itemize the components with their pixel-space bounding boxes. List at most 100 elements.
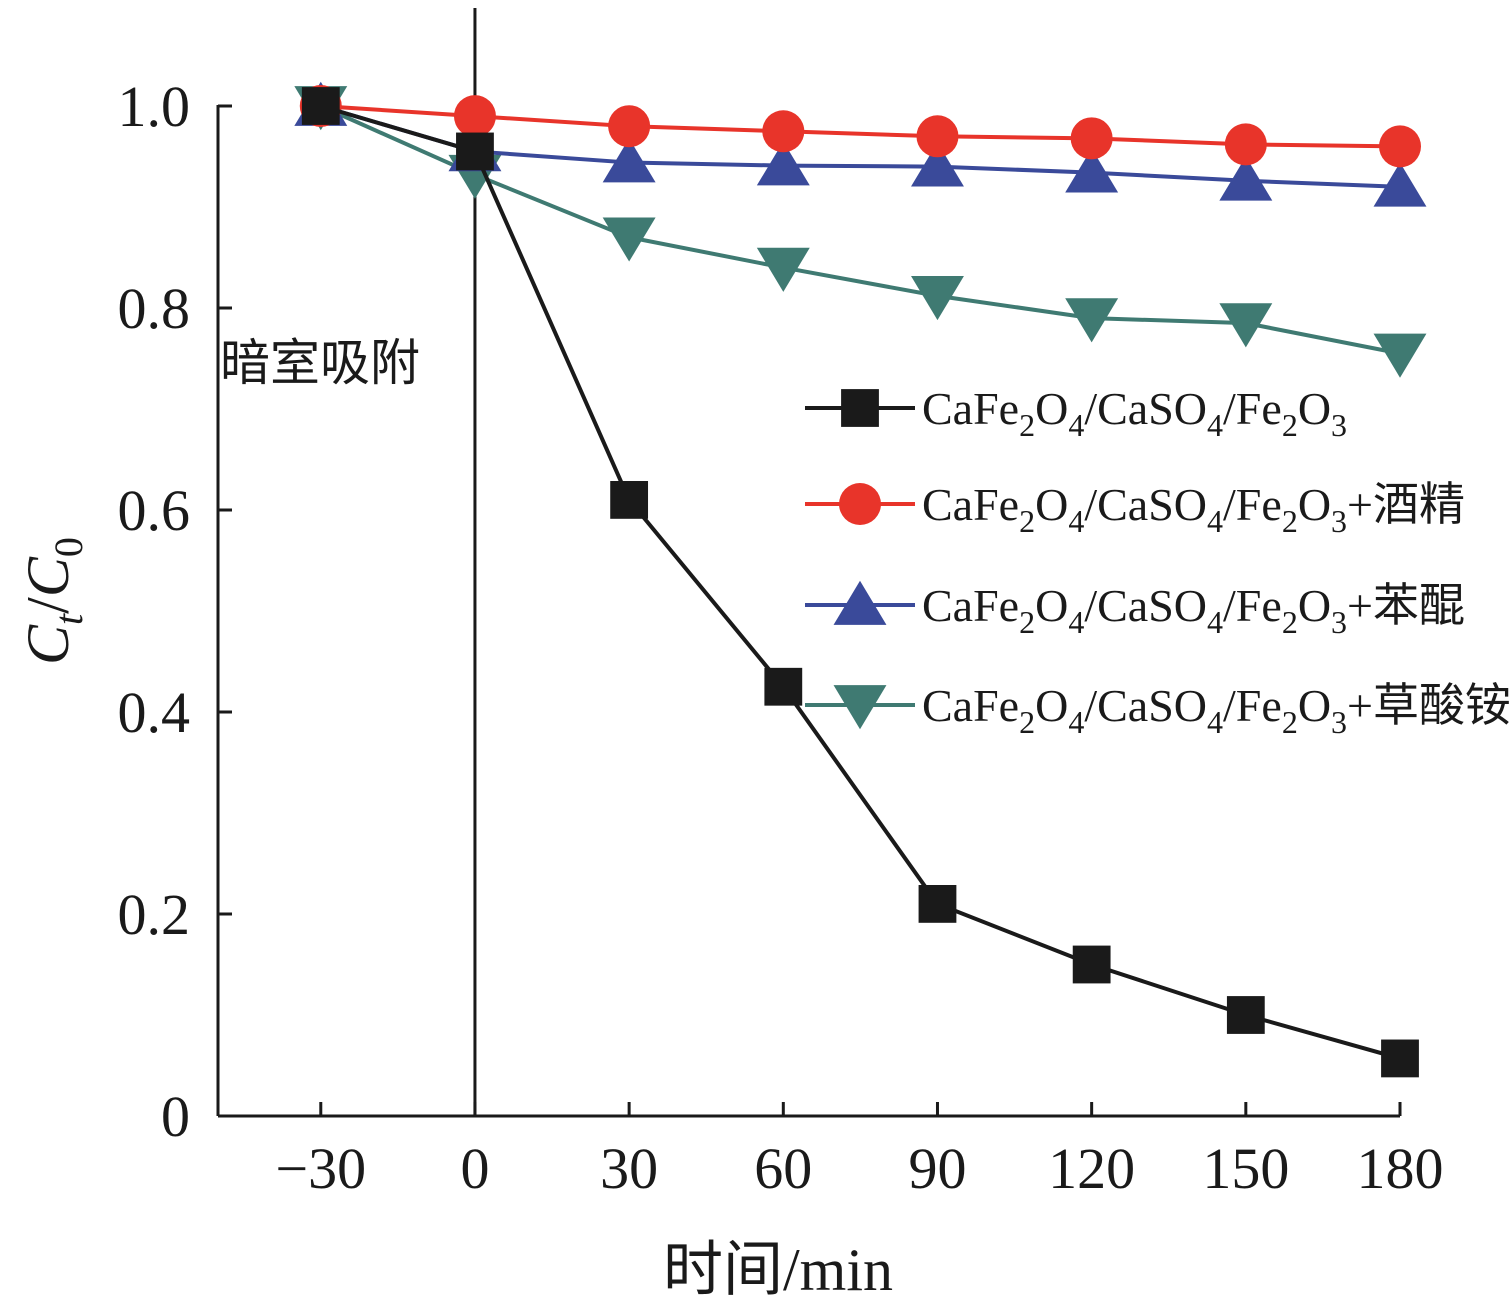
series-line (320, 104, 1401, 189)
y-axis-title-part: t (46, 613, 91, 625)
legend-text-part: O (1035, 580, 1068, 631)
x-tick-label: 150 (1202, 1136, 1289, 1201)
y-tick-label: 0.2 (118, 882, 191, 947)
y-axis-title-part: / (15, 597, 81, 614)
series-square (301, 87, 1419, 1078)
series-line (320, 104, 1401, 1061)
legend-text-part: O (1298, 383, 1331, 434)
data-point (1065, 298, 1119, 343)
y-axis-title-part: 0 (46, 537, 91, 557)
legend-label: CaFe2O4/CaSO4/Fe2O3 (922, 383, 1347, 443)
legend-subscript: 3 (1331, 704, 1347, 740)
legend-text-part: +酒精 (1347, 479, 1465, 530)
legend-subscript: 3 (1331, 407, 1347, 443)
legend-subscript: 4 (1068, 704, 1084, 740)
data-point (610, 481, 649, 519)
y-tick-label: 0 (161, 1084, 190, 1149)
x-tick-label: 90 (908, 1136, 966, 1201)
data-point (911, 142, 964, 187)
data-point (756, 247, 810, 292)
legend-text-part: /Fe (1223, 680, 1282, 731)
legend-subscript: 4 (1068, 407, 1084, 443)
data-point (762, 110, 805, 153)
legend-text-part: O (1035, 680, 1068, 731)
legend-text-part: /CaSO (1084, 479, 1207, 530)
y-axis-title-part: C (15, 624, 81, 665)
legend-subscript: 4 (1207, 503, 1223, 539)
data-point (1224, 123, 1267, 166)
y-tick-label: 0.4 (118, 680, 191, 745)
data-point (1065, 148, 1119, 193)
legend-entry: CaFe2O4/CaSO4/Fe2O3+草酸铵 (805, 680, 1511, 740)
x-axis-title: 时间/min (663, 1237, 893, 1299)
data-point (1219, 156, 1273, 201)
data-point (1072, 945, 1111, 984)
legend-subscript: 2 (1019, 503, 1035, 539)
legend-subscript: 4 (1068, 503, 1084, 539)
data-point (1379, 125, 1421, 168)
legend-text-part: +草酸铵 (1347, 680, 1511, 731)
legend-label: CaFe2O4/CaSO4/Fe2O3+苯醌 (922, 580, 1465, 640)
legend-subscript: 4 (1207, 407, 1223, 443)
legend-text-part: O (1035, 479, 1068, 530)
dark-adsorption-annotation: 暗室吸附 (220, 8, 477, 1116)
axes: 0 0.2 0.4 0.6 0.8 1.0 −30 0 30 60 90 120 150 180 (118, 74, 1444, 1201)
y-tick-label: 0.6 (118, 478, 191, 543)
x-tick-label: −30 (275, 1136, 366, 1201)
legend-marker (833, 580, 887, 625)
data-point (301, 87, 340, 125)
x-tick-label: 0 (460, 1136, 489, 1201)
legend-subscript: 2 (1282, 704, 1298, 740)
legend-text-part: CaFe (922, 383, 1019, 434)
y-tick-label: 0.8 (118, 276, 191, 341)
data-point (456, 132, 494, 171)
data-point (608, 105, 651, 148)
data-point (918, 885, 957, 923)
legend-subscript: 2 (1019, 704, 1035, 740)
x-tick-label: 60 (754, 1136, 812, 1201)
x-tick-label: 180 (1357, 1136, 1444, 1201)
data-point (1226, 996, 1265, 1034)
legend-text-part: /Fe (1223, 479, 1282, 530)
legend-text-part: +苯醌 (1347, 580, 1465, 631)
legend-text-part: CaFe (922, 580, 1019, 631)
y-axis-title-part: C (15, 556, 81, 597)
x-tick-label: 120 (1048, 1136, 1135, 1201)
legend: CaFe2O4/CaSO4/Fe2O3CaFe2O4/CaSO4/Fe2O3+酒… (805, 383, 1511, 740)
legend-subscript: 2 (1282, 604, 1298, 640)
legend-subscript: 4 (1068, 604, 1084, 640)
legend-text-part: O (1035, 383, 1068, 434)
legend-text-part: /CaSO (1084, 680, 1207, 731)
series-line (319, 104, 1401, 356)
legend-text-part: /CaSO (1084, 383, 1207, 434)
legend-text-part: /CaSO (1084, 580, 1207, 631)
legend-text-part: O (1298, 580, 1331, 631)
data-point (911, 276, 964, 321)
legend-label: CaFe2O4/CaSO4/Fe2O3+草酸铵 (922, 680, 1511, 740)
data-point (602, 138, 656, 183)
legend-entry: CaFe2O4/CaSO4/Fe2O3+苯醌 (805, 580, 1465, 640)
legend-subscript: 2 (1282, 503, 1298, 539)
legend-entry: CaFe2O4/CaSO4/Fe2O3 (805, 383, 1347, 443)
data-point (916, 115, 959, 158)
data-point (1381, 1039, 1419, 1078)
dark-adsorption-label: 暗室吸附 (220, 334, 420, 392)
series-group (294, 81, 1427, 1078)
legend-subscript: 4 (1207, 704, 1223, 740)
legend-subscript: 2 (1019, 604, 1035, 640)
legend-subscript: 2 (1282, 407, 1298, 443)
legend-subscript: 4 (1207, 604, 1223, 640)
legend-marker (841, 389, 879, 427)
legend-subscript: 3 (1331, 604, 1347, 640)
legend-text-part: O (1298, 680, 1331, 731)
legend-text-part: CaFe (922, 680, 1019, 731)
data-point (764, 667, 803, 706)
data-point (756, 141, 810, 186)
legend-text-part: CaFe (922, 479, 1019, 530)
legend-label: CaFe2O4/CaSO4/Fe2O3+酒精 (922, 479, 1465, 539)
legend-subscript: 2 (1019, 407, 1035, 443)
data-point (1219, 303, 1273, 348)
legend-marker (833, 685, 887, 730)
legend-entry: CaFe2O4/CaSO4/Fe2O3+酒精 (805, 479, 1465, 539)
